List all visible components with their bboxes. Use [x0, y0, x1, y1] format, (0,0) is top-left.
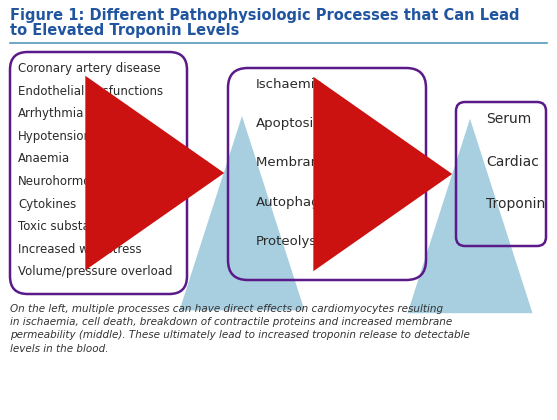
Text: Cytokines: Cytokines	[18, 197, 76, 210]
Text: Endothelial dysfunctions: Endothelial dysfunctions	[18, 84, 163, 97]
Text: to Elevated Troponin Levels: to Elevated Troponin Levels	[10, 23, 240, 38]
Text: Autophagy: Autophagy	[256, 196, 329, 209]
Text: Neurohormones: Neurohormones	[18, 175, 113, 188]
Text: Arrhythmia: Arrhythmia	[18, 107, 84, 120]
Text: Coronary artery disease: Coronary artery disease	[18, 62, 160, 75]
Text: Troponin: Troponin	[486, 197, 545, 211]
Text: On the left, multiple processes can have direct effects on cardiomyocytes result: On the left, multiple processes can have…	[10, 304, 470, 354]
Text: Membrane permeability: Membrane permeability	[256, 156, 416, 169]
Text: Proteolysis: Proteolysis	[256, 235, 328, 248]
Text: Figure 1: Different Pathophysiologic Processes that Can Lead: Figure 1: Different Pathophysiologic Pro…	[10, 8, 520, 23]
Text: Toxic substances: Toxic substances	[18, 220, 117, 233]
Text: Volume/pressure overload: Volume/pressure overload	[18, 265, 173, 278]
Text: Serum: Serum	[486, 112, 531, 126]
Text: Hypotension: Hypotension	[18, 130, 92, 143]
Text: Increased wall stress: Increased wall stress	[18, 243, 141, 256]
Text: Apoptosis: Apoptosis	[256, 117, 321, 130]
Text: Anaemia: Anaemia	[18, 152, 70, 165]
Text: Ischaemia: Ischaemia	[256, 78, 324, 91]
Text: Cardiac: Cardiac	[486, 155, 539, 169]
